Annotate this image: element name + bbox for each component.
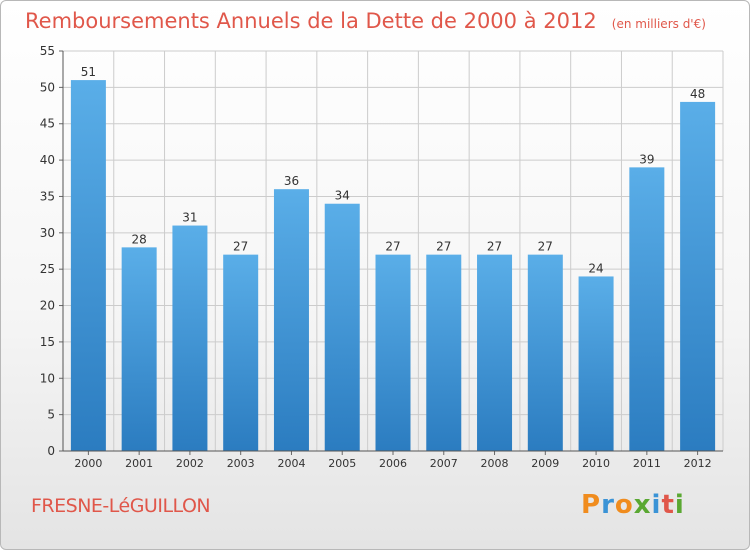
x-tick-label: 2008: [481, 457, 509, 470]
y-tick-label: 20: [40, 299, 55, 313]
bar: [172, 225, 208, 451]
y-tick-label: 5: [47, 408, 55, 422]
logo-letter: i: [674, 490, 685, 520]
x-tick-label: 2006: [379, 457, 407, 470]
bar-value-label: 39: [639, 152, 654, 166]
x-tick-label: 2005: [328, 457, 356, 470]
logo-letter: i: [651, 490, 662, 520]
x-tick-label: 2000: [74, 457, 102, 470]
bar: [70, 80, 106, 451]
bar-value-label: 51: [81, 65, 96, 79]
x-tick-label: 2012: [684, 457, 712, 470]
bar-value-label: 27: [385, 240, 400, 254]
bar-value-label: 24: [588, 261, 603, 275]
x-tick-label: 2009: [531, 457, 559, 470]
x-tick-label: 2003: [227, 457, 255, 470]
logo-letter: t: [661, 490, 675, 520]
proxiti-logo: Proxiti: [581, 490, 685, 520]
y-tick-label: 0: [47, 444, 55, 458]
logo-letter: x: [633, 490, 652, 520]
bar-value-label: 27: [487, 240, 502, 254]
y-tick-label: 45: [40, 117, 55, 131]
y-tick-label: 30: [40, 226, 55, 240]
bar: [223, 254, 259, 451]
bar-value-label: 36: [284, 174, 299, 188]
logo-letter: r: [601, 490, 615, 520]
chart-title: Remboursements Annuels de la Dette de 20…: [25, 9, 597, 33]
x-tick-label: 2002: [176, 457, 204, 470]
bar: [477, 254, 513, 451]
logo-letter: o: [614, 490, 634, 520]
bar-value-label: 34: [335, 189, 350, 203]
bar: [426, 254, 462, 451]
x-tick-label: 2001: [125, 457, 153, 470]
bar: [121, 247, 157, 451]
bar-value-label: 28: [132, 232, 147, 246]
x-tick-label: 2011: [633, 457, 661, 470]
y-tick-label: 15: [40, 335, 55, 349]
y-tick-label: 10: [40, 371, 55, 385]
commune-name: FRESNE-LéGUILLON: [31, 495, 211, 517]
x-tick-label: 2007: [430, 457, 458, 470]
bar-value-label: 27: [233, 240, 248, 254]
y-tick-label: 35: [40, 189, 55, 203]
bar: [629, 167, 665, 451]
axes: 0 5 10 15 20 25 30 35 40 45 50 55 2000 2001 2002 2003 20…: [40, 44, 723, 470]
bar-value-label: 27: [538, 240, 553, 254]
y-tick-label: 50: [40, 80, 55, 94]
chart-unit-note: (en milliers d'€): [611, 17, 706, 31]
y-tick-label: 40: [40, 153, 55, 167]
y-tick-label: 55: [40, 44, 55, 58]
bar: [324, 203, 360, 451]
logo-letter: P: [581, 490, 602, 520]
bar: [527, 254, 563, 451]
bar-value-label: 48: [690, 87, 705, 101]
bar: [273, 189, 309, 451]
bar: [375, 254, 411, 451]
bar-value-label: 31: [182, 211, 197, 225]
y-tick-label: 25: [40, 262, 55, 276]
title-row: Remboursements Annuels de la Dette de 20…: [25, 9, 706, 33]
x-tick-label: 2010: [582, 457, 610, 470]
bar: [680, 101, 716, 451]
bar: [578, 276, 614, 451]
bars: 51 28 31 27 36 34 27 27 27 27 24 39 48: [70, 65, 716, 451]
bar-value-label: 27: [436, 240, 451, 254]
x-tick-label: 2004: [277, 457, 305, 470]
